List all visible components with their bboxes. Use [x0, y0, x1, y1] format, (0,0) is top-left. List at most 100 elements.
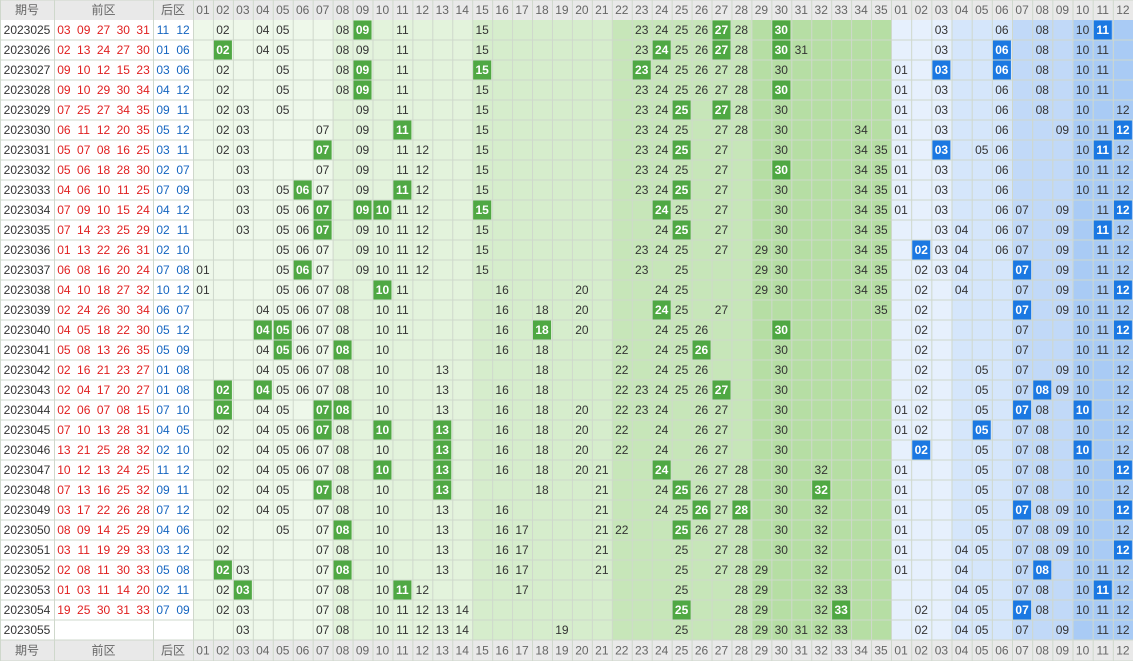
- back-number: 09: [176, 603, 190, 617]
- back-dist-number: 10: [1076, 63, 1090, 77]
- back-hit-number: 12: [1116, 503, 1130, 517]
- front-number: 35: [136, 123, 150, 137]
- front-dist-number: 34: [854, 163, 868, 177]
- front-dist-number: 33: [834, 583, 848, 597]
- period: 2023055: [4, 623, 51, 637]
- back-dist-number: 01: [894, 563, 908, 577]
- front-dist-number: 09: [356, 163, 370, 177]
- front-dist-number: 20: [575, 283, 589, 297]
- front-dist-number: 31: [795, 43, 809, 57]
- front-dist-number: 25: [675, 583, 689, 597]
- back-dist-number: 04: [955, 623, 969, 637]
- back-dist-number: 05: [975, 503, 989, 517]
- back-dist-number: 06: [995, 103, 1009, 117]
- back-dist-number: 06: [995, 203, 1009, 217]
- back-dist-number: 02: [915, 303, 929, 317]
- front-column-label: 30: [775, 3, 789, 17]
- front-number: 16: [97, 263, 111, 277]
- header-period: 期号: [15, 3, 39, 17]
- back-dist-number: 07: [1015, 203, 1029, 217]
- front-number: 11: [117, 183, 130, 197]
- front-dist-number: 28: [735, 63, 749, 77]
- period: 2023030: [4, 123, 51, 137]
- back-number: 11: [177, 223, 190, 237]
- back-column-label: 07: [1015, 3, 1029, 17]
- back-hit-number: 12: [1116, 123, 1130, 137]
- front-dist-number: 09: [356, 123, 370, 137]
- front-dist-number: 23: [635, 43, 649, 57]
- front-column-label: 26: [695, 644, 709, 658]
- back-number: 12: [176, 543, 190, 557]
- front-number: 32: [136, 283, 150, 297]
- front-dist-number: 26: [695, 423, 709, 437]
- back-number: 05: [156, 323, 170, 337]
- front-number: 08: [77, 263, 91, 277]
- front-dist-number: 11: [396, 203, 409, 217]
- front-column-label: 23: [635, 644, 649, 658]
- back-dist-number: 01: [894, 543, 908, 557]
- period: 2023051: [4, 543, 51, 557]
- front-hit-number: 04: [256, 323, 270, 337]
- front-column-label: 03: [236, 3, 250, 17]
- back-dist-number: 09: [1056, 283, 1070, 297]
- back-hit-number: 02: [915, 243, 929, 257]
- back-column-label: 12: [1116, 644, 1130, 658]
- front-number: 11: [97, 563, 110, 577]
- back-number: 12: [176, 203, 190, 217]
- front-dist-number: 11: [396, 143, 409, 157]
- back-number: 10: [176, 403, 190, 417]
- back-dist-number: 09: [1056, 243, 1070, 257]
- front-dist-number: 15: [475, 23, 489, 37]
- back-number: 05: [156, 343, 170, 357]
- front-number: 31: [136, 423, 150, 437]
- back-dist-number: 11: [1097, 323, 1110, 337]
- back-number: 09: [156, 103, 170, 117]
- back-dist-number: 03: [935, 203, 949, 217]
- front-dist-number: 15: [475, 263, 489, 277]
- back-dist-number: 11: [1097, 243, 1110, 257]
- front-dist-number: 26: [695, 383, 709, 397]
- front-dist-number: 34: [854, 123, 868, 137]
- front-column-label: 24: [655, 3, 669, 17]
- front-dist-number: 16: [495, 543, 509, 557]
- front-dist-number: 28: [735, 43, 749, 57]
- back-dist-number: 08: [1036, 583, 1050, 597]
- front-number: 16: [97, 483, 111, 497]
- front-hit-number: 25: [675, 603, 689, 617]
- front-dist-number: 25: [675, 303, 689, 317]
- front-dist-number: 29: [755, 623, 769, 637]
- front-dist-number: 11: [396, 243, 409, 257]
- front-number: 27: [117, 43, 131, 57]
- front-dist-number: 20: [575, 403, 589, 417]
- front-column-label: 22: [615, 644, 629, 658]
- back-number: 12: [176, 283, 190, 297]
- back-number: 03: [156, 543, 170, 557]
- back-hit-number: 12: [1116, 323, 1130, 337]
- front-number: 25: [136, 143, 150, 157]
- front-dist-number: 24: [655, 323, 669, 337]
- front-dist-number: 04: [256, 483, 270, 497]
- back-column-label: 08: [1036, 644, 1050, 658]
- back-dist-number: 01: [894, 203, 908, 217]
- front-dist-number: 18: [535, 303, 549, 317]
- front-column-label: 27: [715, 3, 729, 17]
- period: 2023031: [4, 143, 51, 157]
- period: 2023029: [4, 103, 51, 117]
- front-dist-number: 11: [396, 603, 409, 617]
- back-hit-number: 03: [935, 143, 949, 157]
- front-column-label: 28: [735, 3, 749, 17]
- back-dist-number: 02: [915, 363, 929, 377]
- front-hit-number: 09: [356, 23, 370, 37]
- front-dist-number: 24: [655, 503, 669, 517]
- front-dist-number: 25: [675, 543, 689, 557]
- front-dist-number: 24: [655, 63, 669, 77]
- back-dist-number: 10: [1076, 303, 1090, 317]
- back-dist-number: 11: [1097, 283, 1110, 297]
- front-dist-number: 24: [655, 23, 669, 37]
- front-dist-number: 10: [376, 443, 390, 457]
- period: 2023033: [4, 183, 51, 197]
- back-dist-number: 01: [894, 503, 908, 517]
- front-number: 22: [97, 503, 111, 517]
- front-number: 12: [77, 463, 91, 477]
